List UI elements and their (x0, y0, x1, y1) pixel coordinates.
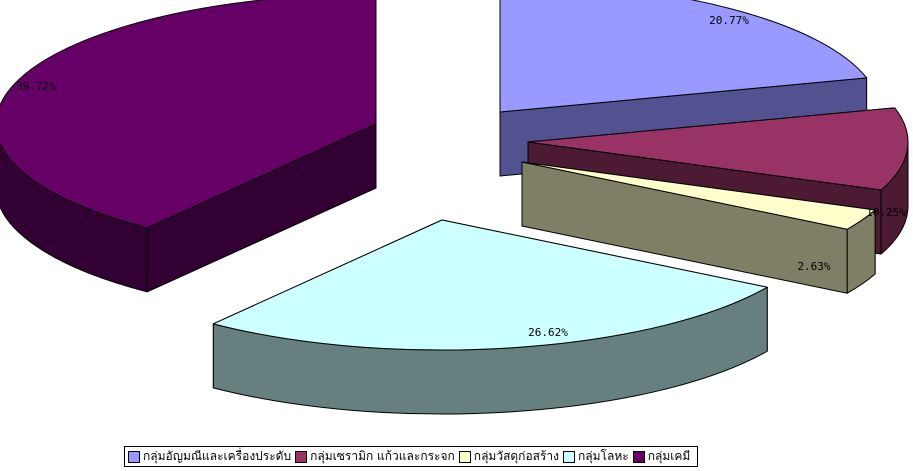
legend-item-construction: กลุ่มวัสดุก่อสร้าง (458, 447, 560, 466)
chart-legend: กลุ่มอัญมณีและเครื่องประดับ กลุ่มเซรามิก… (124, 446, 699, 467)
legend-label-ceramics: กลุ่มเซรามิก แก้วและกระจก (310, 449, 455, 463)
slice-top-construction (521, 161, 876, 230)
slice-top-gems (499, 0, 868, 113)
legend-item-chemical: กลุ่มเคมี (632, 447, 691, 466)
data-label-chemical: 39.72% (16, 80, 56, 93)
legend-label-chemical: กลุ่มเคมี (647, 449, 691, 463)
data-label-metal: 26.62% (528, 326, 568, 339)
legend-label-construction: กลุ่มวัสดุก่อสร้าง (473, 449, 560, 463)
pie-slice-metal (212, 219, 768, 415)
legend-label-metal: กลุ่มโลหะ (578, 449, 629, 463)
data-label-construction: 2.63% (797, 260, 830, 273)
data-label-ceramics: 10.25% (866, 206, 906, 219)
pie-chart: 20.77% 10.25% 2.63% 26.62% 39.72% (0, 0, 909, 415)
pie-chart-svg: 20.77% 10.25% 2.63% 26.62% 39.72% (0, 0, 909, 415)
slice-top-ceramics (527, 107, 909, 191)
legend-item-gems: กลุ่มอัญมณีและเครื่องประดับ (128, 447, 291, 466)
legend-swatch-metal (563, 450, 576, 463)
pie-slice-construction (521, 161, 876, 294)
legend-swatch-chemical (632, 450, 645, 463)
legend-swatch-gems (128, 450, 140, 463)
legend-swatch-ceramics (295, 450, 308, 463)
legend-label-gems: กลุ่มอัญมณีและเครื่องประดับ (143, 449, 292, 463)
legend-item-ceramics: กลุ่มเซรามิก แก้วและกระจก (295, 447, 455, 466)
slice-top-chemical (0, 0, 377, 229)
pie-slice-chemical (0, 0, 377, 293)
data-label-gems: 20.77% (709, 14, 749, 27)
legend-item-metal: กลุ่มโลหะ (563, 447, 629, 466)
legend-swatch-construction (458, 450, 471, 463)
slice-top-metal (212, 219, 768, 351)
